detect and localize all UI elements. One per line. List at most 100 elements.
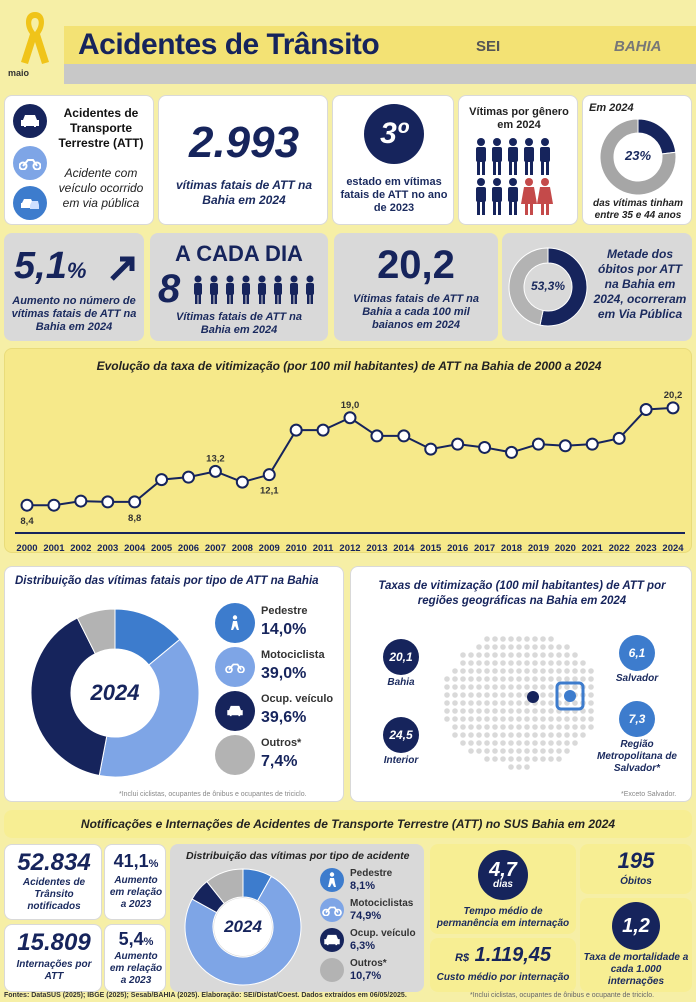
legend-label: Ocup. veículo <box>261 693 334 705</box>
victims-value: 2.993 <box>188 118 300 167</box>
rank-label: estado em vítimas fatais de ATT no ano d… <box>340 176 448 214</box>
regions-title: Taxas de vitimização (100 mil habitantes… <box>378 580 666 607</box>
center-marker <box>527 691 539 703</box>
deaths-card: 195 Óbitos <box>580 844 692 894</box>
hosp-increase-label: Aumento em relação a 2023 <box>109 951 163 986</box>
legend-label: Outros* <box>350 958 387 969</box>
data-point-2011 <box>316 423 330 437</box>
legend-label: Pedestre <box>261 605 308 617</box>
crash-icon <box>13 186 47 220</box>
data-label-2024: 20,2 <box>664 390 683 401</box>
data-point-2016 <box>451 437 465 451</box>
gender-pictogram <box>473 138 573 218</box>
pedestrian-icon <box>320 868 344 892</box>
legend-value: 74,9% <box>350 910 382 922</box>
tick-label-2024: 2024 <box>662 543 684 551</box>
motorcycle-icon <box>215 647 255 687</box>
tick-label-2001: 2001 <box>43 543 65 551</box>
legend-label: Pedestre <box>350 868 393 879</box>
distribution-title: Distribuição das vítimas fatais por tipo… <box>15 575 319 587</box>
data-point-2023 <box>639 403 653 416</box>
stay-badge: 4,7 dias <box>478 850 528 900</box>
footer-sources: Fontes: DataSUS (2025); IBGE (2025); Ses… <box>4 992 407 999</box>
hosp-increase-card: 5,4% Aumento em relação a 2023 <box>104 924 166 992</box>
distribution-slice-2 <box>30 617 108 777</box>
evolution-chart: 2000 8,4 2001 2002 2003 2004 8,8 2005 2006 2007 13… <box>15 390 685 551</box>
tick-label-2008: 2008 <box>232 543 253 551</box>
sus-title: Notificações e Internações de Acidentes … <box>80 817 616 831</box>
sus-note: *Inclui ciclistas, ocupantes de ônibus e… <box>470 992 655 999</box>
data-label-2012: 19,0 <box>341 400 360 411</box>
salvador-frame <box>555 681 585 711</box>
tick-label-2012: 2012 <box>339 543 360 551</box>
regions-card: Taxas de vitimização (100 mil habitantes… <box>350 566 692 802</box>
sus-title-bar: Notificações e Internações de Acidentes … <box>4 810 692 838</box>
sus-distribution-title: Distribuição das vítimas por tipo de aci… <box>186 850 410 862</box>
distribution-donut <box>30 608 200 778</box>
page-title: Acidentes de Trânsito <box>78 28 380 61</box>
legend-value: 6,3% <box>350 940 376 952</box>
tick-label-2018: 2018 <box>501 543 522 551</box>
increase-label: Aumento no número de vítimas fatais de A… <box>11 295 137 333</box>
data-point-2019 <box>531 437 545 451</box>
interior-label: Interior <box>383 755 419 766</box>
data-point-2000 <box>20 498 34 512</box>
victims-card: 2.993 vítimas fatais de ATT na Bahia em … <box>158 95 328 225</box>
increase-card: 5,1% Aumento no número de vítimas fatais… <box>4 233 144 341</box>
evolution-title: Evolução da taxa de vitimização (por 100… <box>96 359 602 373</box>
daily-title: A CADA DIA <box>175 241 303 266</box>
data-point-2017 <box>478 440 492 454</box>
sus-distribution-card: Distribuição das vítimas por tipo de aci… <box>170 844 424 992</box>
legend-label: Ocup. veículo <box>350 928 416 939</box>
bahia-label: Bahia <box>387 677 415 688</box>
mortality-badge: 1,2 <box>612 902 660 950</box>
age-title: Em 2024 <box>589 102 634 114</box>
rate-label: Vítimas fatais de ATT na Bahia a cada 10… <box>353 293 479 331</box>
tick-label-2006: 2006 <box>178 543 199 551</box>
salvador-marker <box>564 690 576 702</box>
data-point-2007 <box>208 464 222 478</box>
sus-year-badge: 2024 <box>214 898 272 956</box>
mortality-card: 1,2 Taxa de mortalidade a cada 1.000 int… <box>580 898 692 992</box>
distribution-slice-1 <box>98 638 200 778</box>
age-value: 23% <box>624 148 652 163</box>
data-point-2002 <box>74 494 88 508</box>
tick-label-2015: 2015 <box>420 543 442 551</box>
road-label: Metade dos óbitos por ATT na Bahia em 20… <box>593 247 687 321</box>
regions-note: *Exceto Salvador. <box>621 791 677 798</box>
cost-label: Custo médio por internação <box>436 972 570 983</box>
rank-card: 3º estado em vítimas fatais de ATT no an… <box>332 95 454 225</box>
road-slice <box>539 247 588 327</box>
data-point-2005 <box>155 473 169 487</box>
title-bar <box>64 26 696 64</box>
data-point-2006 <box>182 470 195 484</box>
car-icon <box>320 928 344 952</box>
data-label-2009: 12,1 <box>260 486 279 497</box>
car-icon <box>13 104 47 138</box>
age-label: das vítimas tinham entre 35 e 44 anos <box>592 198 684 221</box>
arrow-up-icon <box>110 256 135 281</box>
deaths-label: Óbitos <box>620 876 652 887</box>
tick-label-2013: 2013 <box>366 543 387 551</box>
tick-label-2005: 2005 <box>151 543 173 551</box>
notified-label: Acidentes de Trânsito notificados <box>22 877 86 912</box>
data-point-2018 <box>505 445 518 459</box>
tick-label-2010: 2010 <box>286 543 307 551</box>
people-icon <box>194 275 314 304</box>
sei-logo: SEI <box>476 38 501 55</box>
pedestrian-icon <box>215 603 255 643</box>
tick-label-2023: 2023 <box>636 543 657 551</box>
legend-value: 7,4% <box>261 753 298 770</box>
data-point-2003 <box>101 495 115 509</box>
rms-badge: 7,3 <box>619 701 655 737</box>
tick-label-2003: 2003 <box>97 543 118 551</box>
hosp-card: 15.809 Internações por ATT <box>4 924 102 992</box>
data-label-2004: 8,8 <box>128 513 141 524</box>
road-card: 53,3% Metade dos óbitos por ATT na Bahia… <box>502 233 692 341</box>
tick-label-2017: 2017 <box>474 543 495 551</box>
motorcycle-icon <box>320 898 344 922</box>
yellow-ribbon-icon <box>18 8 52 68</box>
tick-label-2009: 2009 <box>259 543 280 551</box>
notified-card: 52.834 Acidentes de Trânsito notificados <box>4 844 102 920</box>
age-rest-slice <box>599 118 677 196</box>
